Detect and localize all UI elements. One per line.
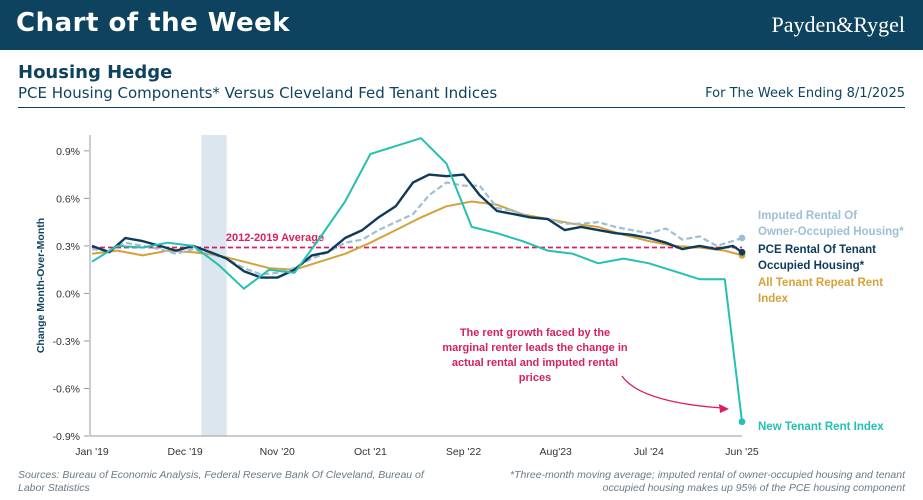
week-ending: For The Week Ending 8/1/2025 xyxy=(705,86,905,101)
series-line-1 xyxy=(91,173,743,279)
legend-label-0: Imputed Rental Of Owner-Occupied Housing* xyxy=(758,210,904,238)
x-tick-label: Nov '20 xyxy=(260,446,295,458)
annotation-arrow xyxy=(621,375,723,409)
y-axis-label: Change Month-Over-Month xyxy=(35,218,47,353)
annotation-arrowhead xyxy=(719,404,729,413)
legend-label-3: New Tenant Rent Index xyxy=(758,421,884,433)
series-end-dot-1 xyxy=(738,248,746,256)
annotation-text: The rent growth faced by the marginal ren… xyxy=(442,327,628,384)
y-tick-label: -0.9% xyxy=(53,431,80,443)
average-label: 2012-2019 Average xyxy=(226,232,324,244)
x-tick-label: Jul '24 xyxy=(634,446,664,458)
y-tick-label: -0.6% xyxy=(53,383,80,395)
series-end-dot-0 xyxy=(738,234,746,242)
brand-logo: Payden&Rygel xyxy=(771,12,905,37)
x-tick-label: Jun '25 xyxy=(725,446,759,458)
footnote: *Three-month moving average; imputed ren… xyxy=(510,469,905,494)
y-tick-label: 0.6% xyxy=(56,193,80,205)
header-divider xyxy=(18,107,905,108)
x-tick-label: Aug'23 xyxy=(540,446,573,458)
y-tick-label: 0.0% xyxy=(56,288,80,300)
x-tick-label: Dec '19 xyxy=(168,446,203,458)
chart-title: Housing Hedge xyxy=(18,62,173,83)
y-tick-label: -0.3% xyxy=(53,336,80,348)
legend-label-1: PCE Rental Of Tenant Occupied Housing* xyxy=(758,244,876,272)
recession-shade xyxy=(201,135,227,436)
series-line-2 xyxy=(91,200,743,271)
chart-subtitle: PCE Housing Components* Versus Cleveland… xyxy=(18,84,498,102)
series-end-dot-3 xyxy=(738,418,746,426)
y-tick-label: 0.9% xyxy=(56,146,80,158)
series-line-0 xyxy=(91,181,743,276)
sources-note: Sources: Bureau of Economic Analysis, Fe… xyxy=(18,469,424,494)
legend-label-2: All Tenant Repeat Rent Index xyxy=(758,277,883,305)
x-tick-label: Oct '21 xyxy=(354,446,387,458)
y-tick-label: 0.3% xyxy=(56,241,80,253)
series-line-3 xyxy=(91,137,743,422)
banner: Chart of the Week Payden&Rygel xyxy=(0,0,923,50)
banner-title: Chart of the Week xyxy=(16,8,291,38)
x-tick-label: Jan '19 xyxy=(75,446,109,458)
x-tick-label: Sep '22 xyxy=(446,446,481,458)
